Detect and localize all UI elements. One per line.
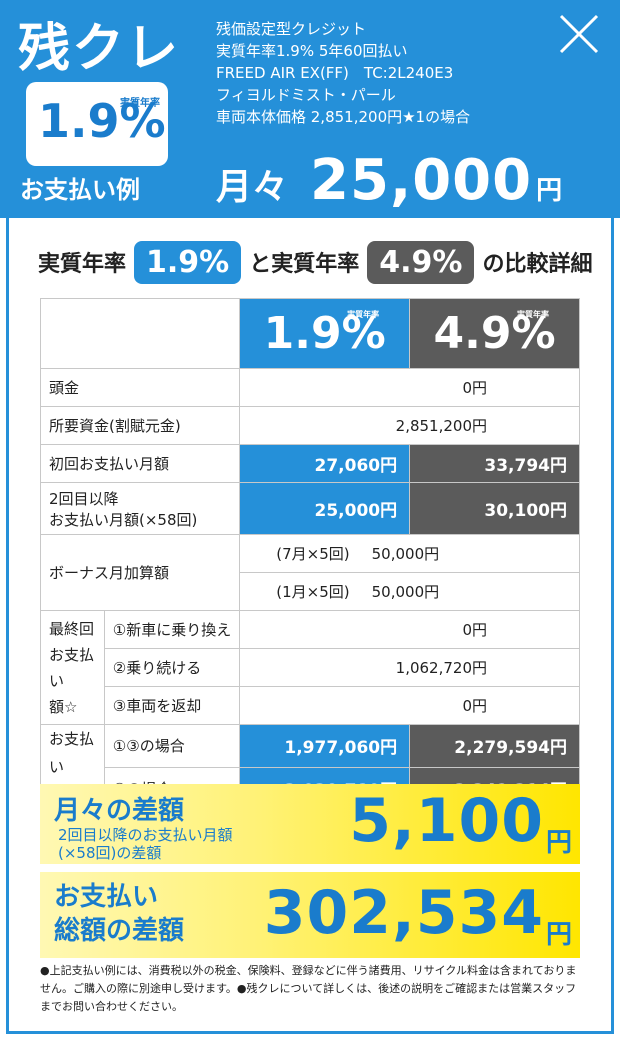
bonus-value: 50,000円	[371, 583, 440, 601]
table-corner	[39, 298, 241, 369]
monthly-yen: 円	[536, 176, 563, 206]
monthly-diff-title: 月々の差額	[54, 796, 185, 826]
rate-chip-a: 1.9%	[134, 240, 242, 284]
comparison-middle: と実質年率	[249, 252, 360, 277]
second-payment-label-line2: お支払い月額(×58回)	[49, 510, 198, 529]
first-payment-a: 27,060円	[239, 444, 411, 483]
footnote: ●上記支払い例には、消費税以外の税金、保険料、登録などに伴う諸費用、リサイクル料…	[40, 964, 577, 1013]
info-line: 実質年率1.9% 5年60回払い	[216, 42, 408, 60]
rate-badge: 1.9% 実質年率	[26, 82, 168, 166]
rate-chip-b: 4.9%	[367, 240, 475, 284]
header-rate-b-small: 実質年率	[517, 310, 549, 319]
total-label-line1: お支払い	[49, 730, 95, 776]
total-diff-title: お支払い 総額の差額	[54, 880, 184, 948]
final-option-value: 1,062,720円	[239, 648, 580, 687]
first-payment-b: 33,794円	[409, 444, 580, 483]
table-row: ②乗り続ける 1,062,720円	[41, 648, 580, 687]
monthly-payment: 月々 25,000 円	[216, 148, 562, 213]
bonus-period: (1月×5回)	[276, 583, 350, 601]
table-row: 2回目以降 お支払い月額(×58回) 25,000円 30,100円	[39, 482, 580, 535]
down-payment-value: 0円	[239, 368, 580, 407]
bonus-value: 50,000円	[371, 545, 440, 563]
final-option-label: ②乗り続ける	[103, 648, 241, 687]
monthly-diff-amount: 5,100	[349, 786, 544, 856]
final-payment-label: 最終回 お支払い 額☆	[40, 610, 105, 725]
required-funds-label: 所要資金(割賦元金)	[39, 406, 241, 445]
second-payment-label-line1: 2回目以降	[49, 489, 119, 508]
final-option-label: ①新車に乗り換え	[103, 610, 241, 649]
down-payment-label: 頭金	[39, 368, 241, 407]
monthly-diff-yen: 円	[545, 828, 572, 858]
header-rate-a: 1.9% 実質年率	[239, 298, 411, 369]
total-diff-title-line1: お支払い	[54, 882, 159, 912]
comparison-title: 実質年率 1.9% と実質年率 4.9% の比較詳細	[38, 234, 592, 290]
final-label-line2: お支払い	[49, 645, 95, 690]
total-b: 2,279,594円	[409, 724, 580, 768]
monthly-diff-sub1: 2回目以降のお支払い月額	[58, 826, 233, 844]
table-row: お支払い 総額 ①③の場合 1,977,060円 2,279,594円	[40, 724, 580, 810]
table-row: ボーナス月加算額 (7月×5回) 50,000円	[39, 534, 580, 611]
bonus-period: (7月×5回)	[276, 545, 350, 563]
info-line: フィヨルドミスト・パール	[216, 86, 396, 104]
rate-small-label: 実質年率	[120, 98, 160, 109]
close-icon	[559, 14, 599, 54]
second-payment-label: 2回目以降 お支払い月額(×58回)	[39, 482, 241, 535]
bonus-row: (1月×5回) 50,000円	[239, 572, 580, 611]
table-row: 初回お支払い月額 27,060円 33,794円	[39, 444, 580, 483]
comparison-prefix: 実質年率	[38, 252, 127, 277]
table-row: ③車両を返却 0円	[41, 686, 580, 725]
total-a: 1,977,060円	[239, 724, 411, 768]
header-rate-a-small: 実質年率	[347, 310, 380, 319]
monthly-label: 月々	[216, 167, 289, 208]
table-header-row: 1.9% 実質年率 4.9% 実質年率	[39, 298, 580, 369]
final-label-line3: 額☆	[49, 697, 78, 716]
final-option-value: 0円	[239, 610, 580, 649]
comparison-table: 1.9% 実質年率 4.9% 実質年率 頭金 0円 所要資金(割賦元金) 2,851…	[39, 298, 580, 810]
total-diff-title-line2: 総額の差額	[54, 916, 185, 946]
monthly-difference-band: 月々の差額 2回目以降のお支払い月額 (×58回)の差額 5,100 円	[40, 784, 580, 864]
second-payment-b: 30,100円	[409, 482, 580, 535]
vehicle-info: 残価設定型クレジット 実質年率1.9% 5年60回払い FREED AIR EX…	[216, 18, 470, 128]
total-diff-amount: 302,534	[263, 878, 544, 948]
close-button[interactable]	[555, 10, 603, 58]
final-option-label: ③車両を返却	[103, 686, 241, 725]
brand-title: 残クレ	[18, 19, 181, 79]
final-option-value: 0円	[239, 686, 580, 725]
bonus-label: ボーナス月加算額	[39, 534, 241, 611]
first-payment-label: 初回お支払い月額	[39, 444, 241, 483]
monthly-amount: 25,000	[310, 148, 533, 213]
info-line: 車両本体価格 2,851,200円★1の場合	[216, 108, 471, 126]
table-row: 最終回 お支払い 額☆ ①新車に乗り換え 0円	[40, 610, 580, 725]
table-row: 所要資金(割賦元金) 2,851,200円	[39, 406, 580, 445]
total-diff-yen: 円	[545, 920, 572, 950]
rate-value: 1.9%	[38, 94, 166, 148]
payment-example-label: お支払い例	[20, 176, 140, 204]
total-difference-band: お支払い 総額の差額 302,534 円	[40, 872, 580, 958]
header: 残クレ 1.9% 実質年率 お支払い例 残価設定型クレジット 実質年率1.9% …	[0, 0, 620, 218]
monthly-diff-sub2: (×58回)の差額	[58, 844, 162, 862]
content-frame	[6, 218, 614, 1034]
bonus-row: (7月×5回) 50,000円	[239, 534, 580, 573]
info-line: 残価設定型クレジット	[216, 20, 367, 38]
comparison-suffix: の比較詳細	[482, 252, 593, 277]
info-line: FREED AIR EX(FF) TC:2L240E3	[216, 64, 454, 82]
header-rate-b: 4.9% 実質年率	[409, 298, 580, 369]
total-case-label: ①③の場合	[103, 724, 241, 768]
second-payment-a: 25,000円	[239, 482, 411, 535]
header-rate-b-value: 4.9%	[433, 308, 556, 359]
final-label-line1: 最終回	[49, 619, 95, 638]
required-funds-value: 2,851,200円	[239, 406, 580, 445]
table-row: 頭金 0円	[39, 368, 580, 407]
header-rate-a-value: 1.9%	[263, 308, 386, 359]
